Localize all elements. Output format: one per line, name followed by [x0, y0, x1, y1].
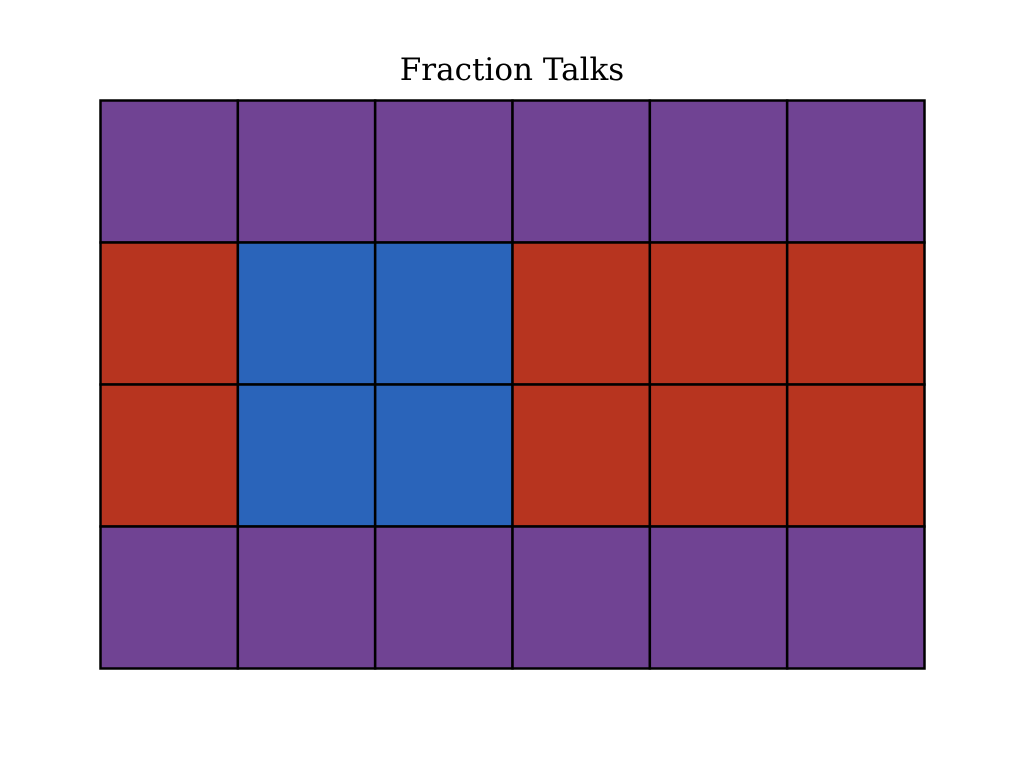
- grid-cell-blue: [373, 241, 514, 386]
- grid-cell-red: [511, 241, 652, 386]
- diagram-title: Fraction Talks: [399, 52, 625, 88]
- grid-cell-red: [785, 241, 926, 386]
- grid-cell-red: [99, 241, 240, 386]
- grid-cell-blue: [373, 383, 514, 528]
- grid-cell-purple: [373, 525, 514, 670]
- grid-cell-blue: [236, 241, 377, 386]
- grid-cell-purple: [511, 99, 652, 244]
- grid-cell-purple: [648, 525, 789, 670]
- grid-cell-red: [511, 383, 652, 528]
- grid-cell-purple: [511, 525, 652, 670]
- grid-cell-purple: [785, 525, 926, 670]
- grid-cell-red: [99, 383, 240, 528]
- grid-cell-purple: [785, 99, 926, 244]
- fraction-grid: [99, 99, 926, 670]
- grid-cell-purple: [99, 525, 240, 670]
- grid-cell-purple: [99, 99, 240, 244]
- grid-cell-purple: [236, 99, 377, 244]
- grid-cell-purple: [373, 99, 514, 244]
- grid-cell-red: [785, 383, 926, 528]
- grid-cell-purple: [236, 525, 377, 670]
- grid-cell-red: [648, 241, 789, 386]
- grid-cell-blue: [236, 383, 377, 528]
- grid-cell-purple: [648, 99, 789, 244]
- grid-cell-red: [648, 383, 789, 528]
